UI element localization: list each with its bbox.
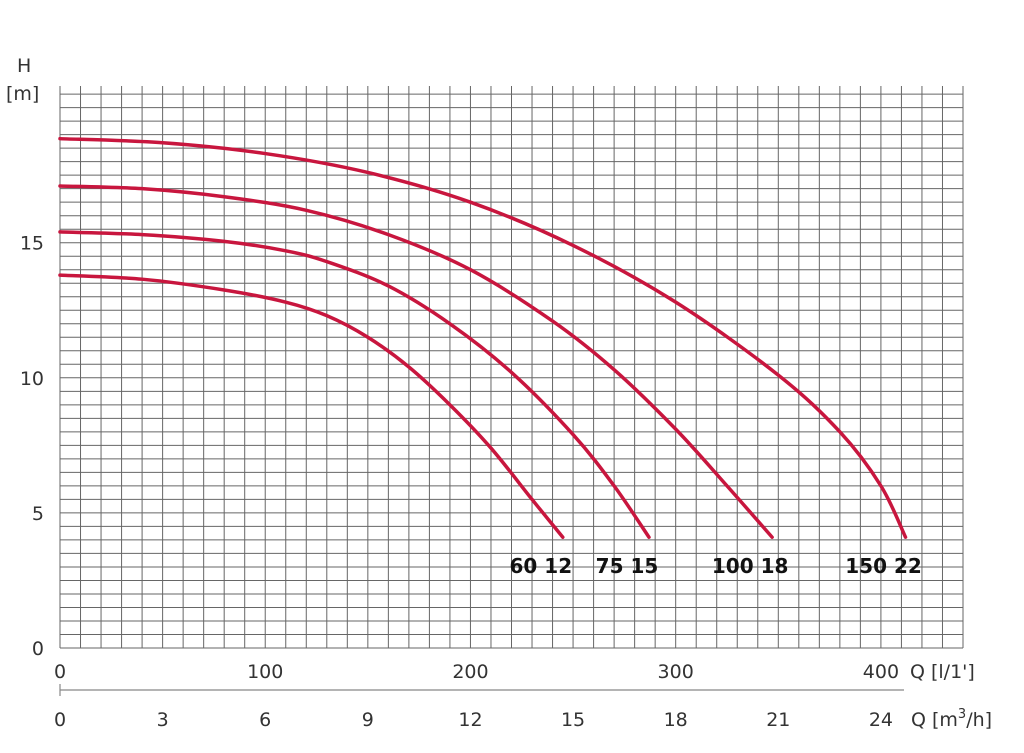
y-tick-label: 10 xyxy=(20,368,44,390)
x-axis-primary-tick-labels: 0 100 200 300 400 xyxy=(54,661,899,683)
x-axis-secondary-unit-suffix: /h] xyxy=(966,709,992,731)
curve-60-12 xyxy=(58,273,565,539)
x-secondary-tick-label: 18 xyxy=(664,709,688,731)
y-tick-label: 0 xyxy=(32,638,44,660)
x-primary-tick-label: 200 xyxy=(452,661,488,683)
curve-75-15 xyxy=(58,230,651,539)
axis-lines xyxy=(59,684,904,696)
x-secondary-tick-label: 21 xyxy=(766,709,790,731)
chart-grid xyxy=(59,86,964,649)
curve-label-75-15: 75 15 xyxy=(596,554,659,578)
x-secondary-tick-label: 0 xyxy=(54,709,66,731)
x-axis-secondary-unit-label: Q [m3/h] xyxy=(911,707,992,731)
x-secondary-tick-label: 12 xyxy=(458,709,482,731)
x-secondary-tick-label: 24 xyxy=(869,709,893,731)
curve-100-18 xyxy=(58,184,774,539)
x-axis-primary-unit-label: Q [l/1'] xyxy=(910,661,975,683)
x-primary-tick-label: 100 xyxy=(247,661,283,683)
x-secondary-tick-label: 3 xyxy=(157,709,169,731)
y-tick-label: 15 xyxy=(20,233,44,255)
x-secondary-tick-label: 9 xyxy=(362,709,374,731)
curve-label-100-18: 100 18 xyxy=(712,554,789,578)
curve-labels: 60 12 75 15 100 18 150 22 xyxy=(509,554,921,578)
curve-150-22 xyxy=(58,136,908,539)
x-primary-tick-label: 0 xyxy=(54,661,66,683)
y-axis-tick-labels: 0 5 10 15 xyxy=(20,233,44,660)
curve-label-150-22: 150 22 xyxy=(845,554,922,578)
x-secondary-tick-label: 6 xyxy=(259,709,271,731)
x-secondary-tick-label: 15 xyxy=(561,709,585,731)
y-axis-label-unit: [m] xyxy=(6,83,39,105)
pump-curves xyxy=(58,136,908,539)
x-primary-tick-label: 400 xyxy=(863,661,899,683)
x-axis-secondary-tick-labels: 0 3 6 9 12 15 18 21 24 xyxy=(54,709,893,731)
y-axis-label-h: H xyxy=(17,55,31,77)
x-primary-tick-label: 300 xyxy=(658,661,694,683)
curve-label-60-12: 60 12 xyxy=(509,554,572,578)
y-tick-label: 5 xyxy=(32,503,44,525)
x-axis-secondary-unit-prefix: Q [m xyxy=(911,709,958,731)
x-axis-secondary-unit-sup: 3 xyxy=(958,707,966,722)
